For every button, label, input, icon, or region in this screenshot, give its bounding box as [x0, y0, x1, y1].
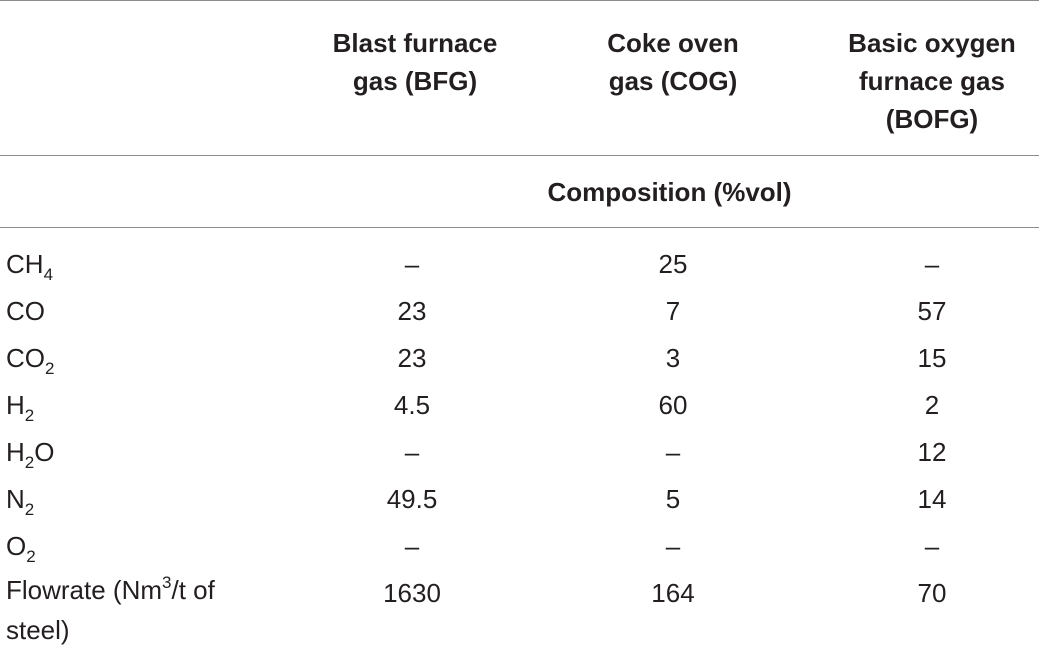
cell-bofg: 70	[917, 578, 947, 608]
row-label-base: H	[6, 390, 25, 420]
row-label-sub: 2	[24, 453, 35, 472]
flowrate-label: Flowrate (Nm3/t of steel)	[6, 570, 296, 650]
row-label-sub: 2	[45, 359, 55, 378]
header-bfg: Blast furnace gas (BFG)	[300, 24, 530, 100]
header-rule	[0, 155, 1039, 156]
header-bofg-line2: furnace gas	[859, 66, 1005, 96]
row-label-base: CO	[6, 296, 45, 326]
table-row: H2 4.5 60 2	[0, 382, 1039, 428]
cell-bofg: –	[924, 249, 940, 279]
table-row: CH4 – 25 –	[0, 241, 1039, 287]
header-bofg: Basic oxygen furnace gas (BOFG)	[822, 24, 1039, 138]
cell-cog: –	[665, 531, 681, 561]
cell-cog: 164	[651, 578, 695, 608]
row-label-base: O	[6, 531, 27, 561]
cell-cog: 60	[658, 390, 688, 420]
cell-bofg: 57	[917, 296, 947, 326]
top-rule	[0, 0, 1039, 1]
row-label: H2O	[6, 429, 54, 475]
row-label: CO	[6, 288, 45, 334]
cell-bofg: 2	[924, 390, 940, 420]
cell-cog: 7	[665, 296, 681, 326]
table-row: CO2 23 3 15	[0, 335, 1039, 381]
table-row-flowrate: Flowrate (Nm3/t of steel) 1630 164 70	[0, 570, 1039, 654]
flowrate-label-pre: Flowrate (Nm	[6, 575, 163, 605]
composition-subheader: Composition (%vol)	[547, 177, 792, 207]
header-cog-line2: gas (COG)	[608, 66, 738, 96]
cell-cog: 25	[658, 249, 688, 279]
cell-bfg: 23	[397, 343, 427, 373]
row-label-sub: 2	[24, 406, 35, 425]
header-cog-line1: Coke oven	[607, 28, 739, 58]
table-row: O2 – – –	[0, 523, 1039, 569]
cell-cog: 5	[665, 484, 681, 514]
row-label: N2	[6, 476, 34, 522]
row-label-sub: 2	[26, 547, 36, 566]
row-label-base: CO	[6, 343, 45, 373]
cell-bfg: 4.5	[393, 390, 431, 420]
row-label-sub: 4	[43, 265, 54, 284]
row-label-sub: 2	[24, 500, 35, 519]
flowrate-label-sup: 3	[162, 573, 172, 592]
cell-bfg: 23	[397, 296, 427, 326]
header-cog: Coke oven gas (COG)	[563, 24, 783, 100]
cell-bfg: 49.5	[386, 484, 438, 514]
cell-bofg: –	[924, 531, 940, 561]
header-bofg-line1: Basic oxygen	[848, 28, 1016, 58]
table-row: N2 49.5 5 14	[0, 476, 1039, 522]
table-row: H2O – – 12	[0, 429, 1039, 475]
row-label-tail: O	[34, 437, 55, 467]
header-bofg-line3: (BOFG)	[885, 104, 979, 134]
row-label-base: CH	[6, 249, 44, 279]
row-label: H2	[6, 382, 34, 428]
row-label: CO2	[6, 335, 54, 381]
header-bfg-line1: Blast furnace	[332, 28, 498, 58]
row-label: CH4	[6, 241, 53, 287]
header-bfg-line2: gas (BFG)	[352, 66, 478, 96]
cell-bofg: 12	[917, 437, 947, 467]
cell-bfg: –	[404, 249, 420, 279]
cell-bofg: 14	[917, 484, 947, 514]
flowrate-label-post: /t of	[171, 575, 215, 605]
flowrate-label-line1: Flowrate (Nm3/t of	[6, 570, 296, 610]
cell-bofg: 15	[917, 343, 947, 373]
cell-cog: 3	[665, 343, 681, 373]
row-label-base: H	[6, 437, 25, 467]
row-label: O2	[6, 523, 36, 569]
cell-bfg: –	[404, 437, 420, 467]
cell-bfg: –	[404, 531, 420, 561]
flowrate-label-line2: steel)	[6, 615, 70, 645]
table-row: CO 23 7 57	[0, 288, 1039, 334]
cell-bfg: 1630	[383, 578, 441, 608]
cell-cog: –	[665, 437, 681, 467]
subheader-rule	[0, 227, 1039, 228]
row-label-base: N	[6, 484, 25, 514]
